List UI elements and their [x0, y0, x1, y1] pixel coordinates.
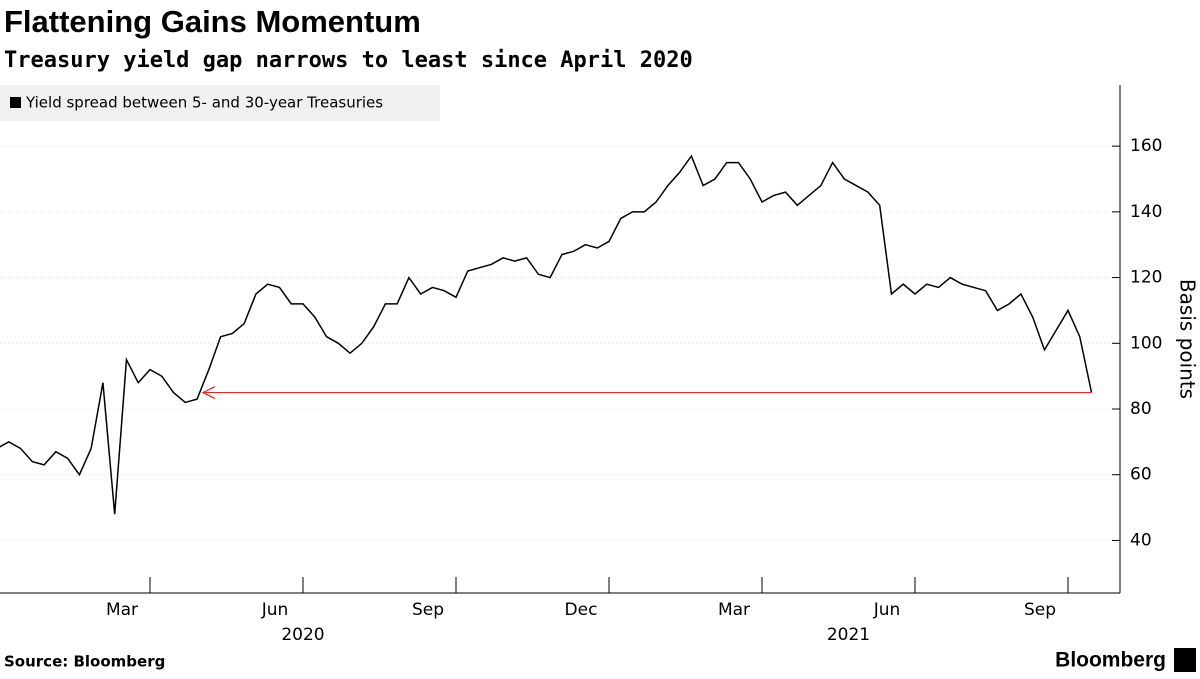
- y-tick-label: 140: [1130, 202, 1162, 222]
- chart-title: Flattening Gains Momentum: [4, 4, 421, 39]
- y-tick-label: 60: [1130, 465, 1152, 485]
- legend-box: [0, 85, 440, 121]
- x-tick-label: Sep: [1024, 600, 1056, 620]
- legend-label: Yield spread between 5- and 30-year Trea…: [25, 94, 383, 112]
- x-tick-label: Mar: [718, 600, 750, 620]
- brand: Bloomberg: [1055, 649, 1166, 672]
- legend-swatch: [10, 97, 21, 108]
- y-tick-label: 120: [1130, 268, 1162, 288]
- y-tick-label: 100: [1130, 333, 1162, 353]
- series-line: [0, 154, 1093, 515]
- x-tick-label: Jun: [261, 600, 289, 620]
- x-tick-label: Mar: [106, 600, 138, 620]
- brand-icon: [1174, 648, 1196, 672]
- chart-subtitle: Treasury yield gap narrows to least sinc…: [4, 48, 693, 73]
- source: Source: Bloomberg: [4, 653, 165, 671]
- y-tick-label: 160: [1130, 136, 1162, 156]
- x-tick-label: Dec: [565, 600, 598, 620]
- x-group-label: 2020: [281, 625, 324, 645]
- annotation-arrowhead: [201, 386, 216, 400]
- y-axis-label: Basis points: [1176, 279, 1200, 399]
- x-tick-label: Jun: [873, 600, 901, 620]
- y-tick-label: 80: [1130, 399, 1152, 419]
- x-tick-label: Sep: [412, 600, 444, 620]
- x-group-label: 2021: [827, 625, 870, 645]
- y-tick-label: 40: [1130, 530, 1152, 550]
